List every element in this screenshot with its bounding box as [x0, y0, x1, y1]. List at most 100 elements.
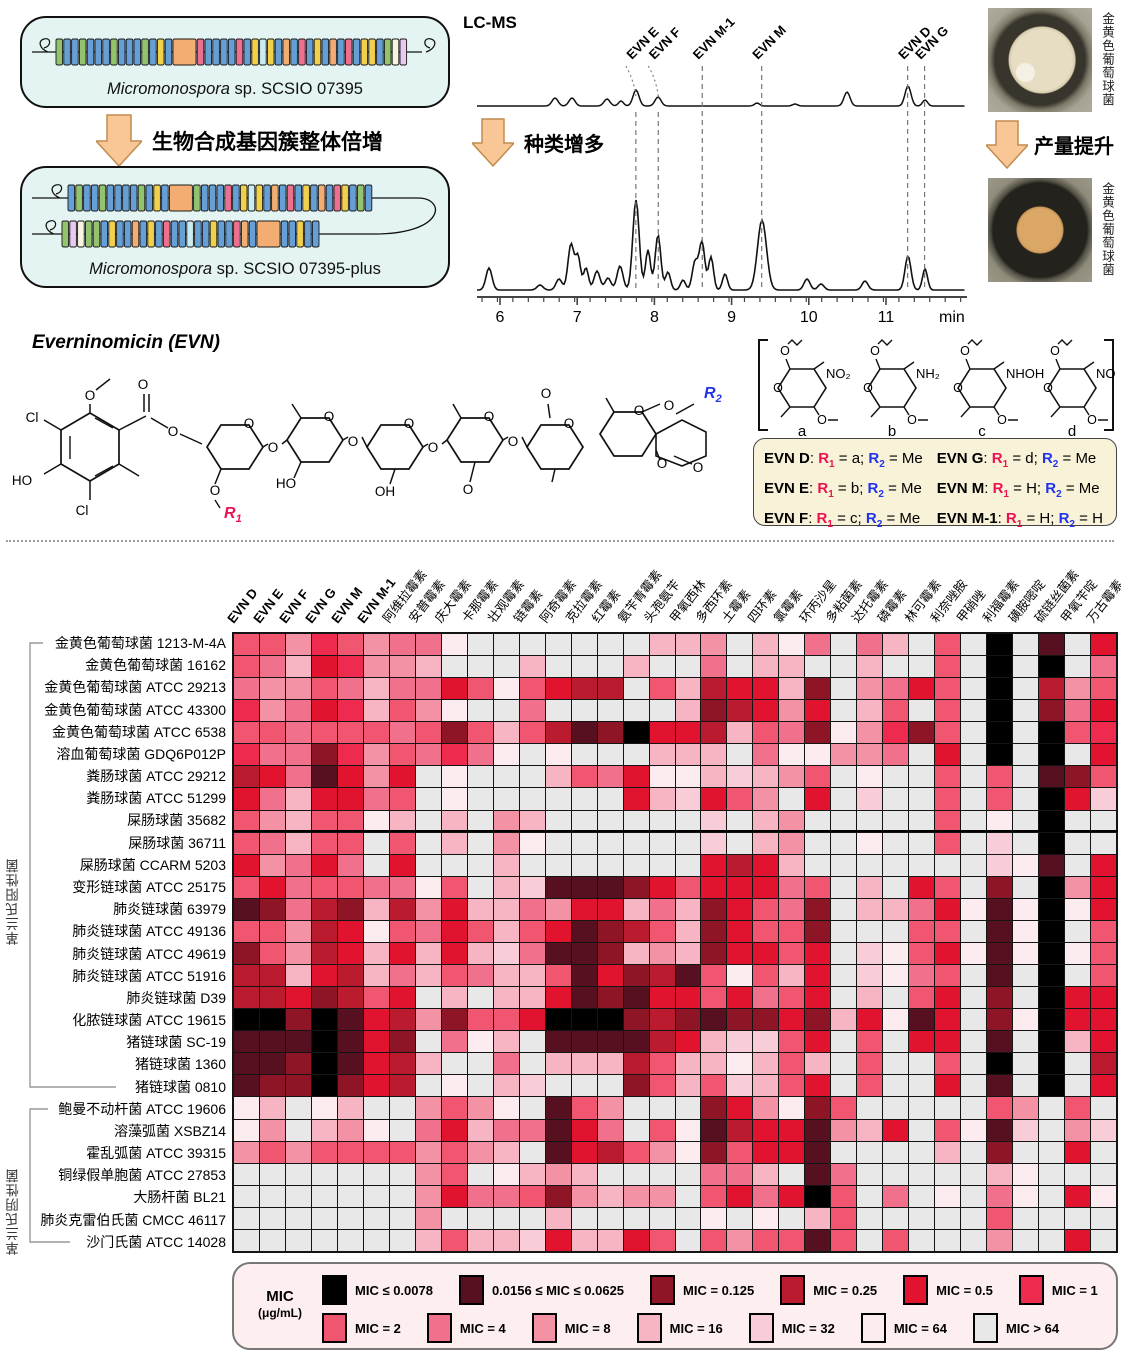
heatmap-cell	[467, 700, 493, 722]
heatmap-cell	[1091, 1119, 1116, 1141]
heatmap-cell	[935, 1075, 961, 1097]
heatmap-cell	[909, 832, 935, 854]
heatmap-cell	[623, 634, 649, 656]
sugar-group-label: NHOH	[1006, 366, 1044, 381]
heatmap-cell	[1091, 1097, 1116, 1119]
heatmap-cell	[805, 1207, 831, 1229]
heatmap-cell	[1013, 832, 1039, 854]
heatmap-cell	[337, 744, 363, 766]
heatmap-cell	[701, 788, 727, 810]
heatmap-cell	[701, 1031, 727, 1053]
heatmap-cell	[363, 920, 389, 942]
heatmap-cell	[727, 898, 753, 920]
heatmap-cell	[753, 1185, 779, 1207]
heatmap-cell	[935, 744, 961, 766]
heatmap-cell	[883, 1031, 909, 1053]
heatmap-cell	[519, 1163, 545, 1185]
heatmap-cell	[597, 1163, 623, 1185]
heatmap-cell	[961, 898, 987, 920]
heatmap-cell	[649, 1031, 675, 1053]
heatmap-cell	[675, 656, 701, 678]
axis-tick-label: 11	[878, 309, 895, 326]
heatmap-cell	[935, 766, 961, 788]
strain-name-plus: Micromonospora sp. SCSIO 07395-plus	[89, 260, 381, 278]
plate-label-bottom: 金黄色葡萄球菌	[1100, 182, 1114, 277]
heatmap-cell	[883, 1053, 909, 1075]
heatmap-cell	[753, 634, 779, 656]
gene-block	[162, 220, 171, 248]
gene-block	[123, 220, 132, 248]
heatmap-cell	[571, 1031, 597, 1053]
heatmap-cell	[337, 1031, 363, 1053]
heatmap-cell	[441, 766, 467, 788]
heatmap-cell	[1039, 1119, 1065, 1141]
heatmap-cell	[519, 1141, 545, 1163]
heatmap-cell	[805, 1229, 831, 1251]
axis-unit: min	[939, 309, 965, 326]
heatmap-cell	[675, 987, 701, 1009]
heatmap-cell	[493, 965, 519, 987]
heatmap-cell	[961, 1009, 987, 1031]
down-arrow-icon	[986, 120, 1028, 170]
heatmap-cell	[311, 700, 337, 722]
heatmap-cell	[987, 1185, 1013, 1207]
heatmap-cell	[389, 744, 415, 766]
heatmap-cell	[1039, 854, 1065, 876]
row-label: 霍乱弧菌 ATCC 39315	[86, 1145, 226, 1162]
heatmap-cell	[1091, 1229, 1116, 1251]
heatmap-cell	[545, 854, 571, 876]
heatmap-cell	[285, 788, 311, 810]
heatmap-cell	[935, 1119, 961, 1141]
heatmap-cell	[545, 987, 571, 1009]
heatmap-cell	[727, 920, 753, 942]
heatmap-cell	[259, 965, 285, 987]
heatmap-cell	[623, 1031, 649, 1053]
heatmap-cell	[389, 854, 415, 876]
gene-block	[100, 220, 109, 248]
svg-text:O: O	[1043, 381, 1053, 395]
heatmap-cell	[1065, 656, 1091, 678]
gene-block	[178, 220, 187, 248]
heatmap-cell	[389, 634, 415, 656]
heatmap-cell	[493, 810, 519, 832]
heatmap-cell	[493, 1207, 519, 1229]
r1-label: R1	[224, 505, 242, 525]
heatmap-cell	[311, 766, 337, 788]
legend-item: MIC = 16	[636, 1313, 723, 1343]
heatmap-cell	[389, 898, 415, 920]
heatmap-cell	[857, 634, 883, 656]
heatmap-cell	[779, 1075, 805, 1097]
heatmap-cell	[857, 766, 883, 788]
gene-block	[368, 38, 376, 66]
legend-swatch	[780, 1275, 806, 1305]
heatmap-cell	[597, 1229, 623, 1251]
heatmap-cell	[805, 854, 831, 876]
heatmap-cell	[779, 1053, 805, 1075]
row-label: 粪肠球菌 ATCC 29212	[86, 768, 226, 785]
heatmap-cell	[363, 722, 389, 744]
heatmap-cell	[649, 920, 675, 942]
sugar-ring	[777, 368, 827, 408]
heatmap-cell	[597, 700, 623, 722]
heatmap-cell	[753, 854, 779, 876]
gene-block	[139, 220, 148, 248]
heatmap-cell	[363, 854, 389, 876]
heatmap-cell	[779, 1163, 805, 1185]
heatmap-cell	[909, 1141, 935, 1163]
heatmap-cell	[1039, 656, 1065, 678]
heatmap-cell	[597, 942, 623, 965]
heatmap-cell	[987, 1163, 1013, 1185]
heatmap-cell	[467, 1053, 493, 1075]
heatmap-cell	[467, 678, 493, 700]
heatmap-cell	[779, 1119, 805, 1141]
heatmap-cell	[831, 1097, 857, 1119]
heatmap-cell	[415, 1141, 441, 1163]
gene-block	[232, 184, 240, 212]
atom-label: O	[210, 483, 221, 498]
heatmap-cell	[545, 678, 571, 700]
legend-label: MIC = 32	[781, 1320, 835, 1336]
heatmap-cell	[363, 766, 389, 788]
gene-block	[170, 220, 179, 248]
sugar-letter: d	[1068, 423, 1076, 440]
